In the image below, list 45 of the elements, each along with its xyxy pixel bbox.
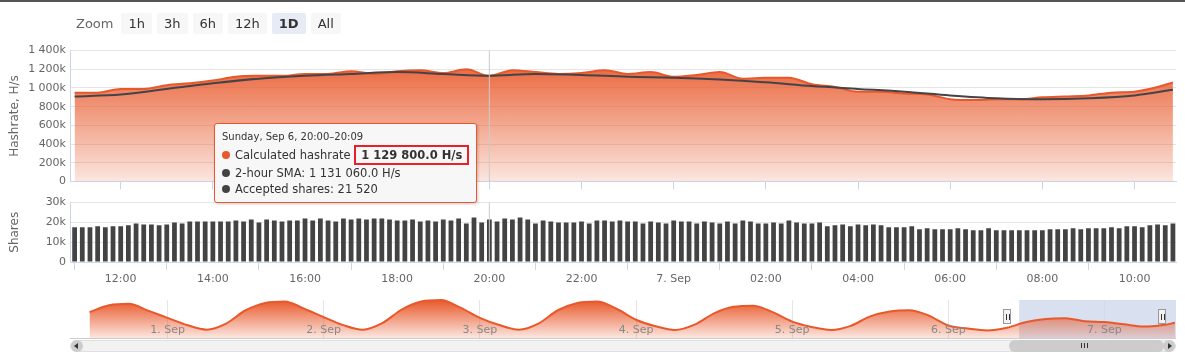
x-tick-label: 7. Sep	[656, 272, 692, 286]
text: Zoom	[76, 16, 114, 31]
x-tick-label: 10:00	[1118, 272, 1151, 286]
x-tick-label: 04:00	[842, 272, 874, 286]
x-tick-label: 14:00	[197, 272, 229, 286]
text: 1h	[121, 13, 152, 34]
x-tick-label: 18:00	[381, 272, 414, 286]
x-tick-label: 06:00	[934, 272, 967, 286]
x-tick-label: 20:00	[473, 272, 506, 286]
text: 6h	[192, 13, 224, 34]
y-tick-label: 1 400k	[28, 43, 67, 57]
text: Accepted shares: 21 520	[235, 182, 378, 196]
y-tick-label: 600k	[38, 118, 67, 132]
x-tick-label: 02:00	[750, 272, 782, 286]
text: All	[310, 13, 341, 34]
x-tick-label: 7. Sep	[1087, 323, 1122, 337]
annotation: Calculated hashrate	[235, 148, 351, 162]
annotation: 2-hour SMA: 1 131 060.0 H/s	[235, 166, 401, 180]
y-tick-label: 200k	[38, 155, 67, 169]
x-tick-label: 4. Sep	[618, 323, 654, 337]
x-tick-label: 1. Sep	[150, 323, 185, 337]
y-tick-label: 1 000k	[28, 80, 67, 94]
x-tick-label: 2. Sep	[306, 323, 342, 337]
x-tick-label: 5. Sep	[774, 323, 810, 337]
annotation: Sunday, Sep 6, 20:00–20:09	[222, 130, 365, 144]
x-tick-label: 16:00	[289, 272, 321, 286]
annotation: 1 129 800.0 H/s	[361, 148, 463, 162]
rectangle-outline: 1 129 800.0 H/s	[354, 145, 470, 165]
y-tick-label: 800k	[38, 99, 67, 113]
y-tick-label: 400k	[38, 136, 67, 150]
y-tick-label: 10k	[45, 235, 67, 249]
x-tick-label: 08:00	[1026, 272, 1059, 286]
y-tick-label: 20k	[45, 215, 67, 229]
y-tick-label: 0	[59, 254, 66, 268]
text: 1D	[271, 13, 306, 34]
x-tick-label: 12:00	[104, 272, 137, 286]
x-tick-label: 3. Sep	[462, 323, 498, 337]
y-axis-title: Shares	[7, 211, 22, 253]
y-tick-label: 1 200k	[28, 62, 67, 76]
text: 12h	[228, 13, 267, 34]
y-axis-title: Hashrate, H/s	[7, 75, 22, 157]
y-tick-label: 30k	[45, 195, 67, 209]
x-tick-label: 22:00	[565, 272, 598, 286]
y-tick-label: 0	[59, 174, 66, 188]
text: 3h	[157, 13, 188, 34]
